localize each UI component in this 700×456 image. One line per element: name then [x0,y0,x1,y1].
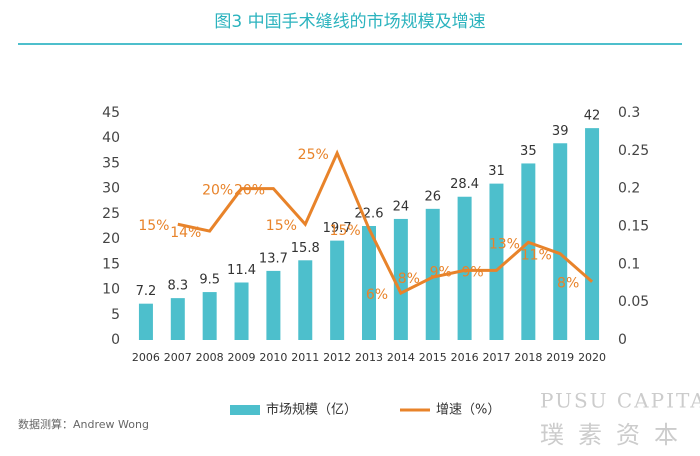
x-tick-label: 2013 [355,351,383,364]
x-tick-label: 2007 [164,351,192,364]
bar-label: 19.7 [323,221,352,236]
y2-tick-label: 0.2 [618,181,640,197]
y-tick-label: 40 [102,130,120,146]
bar [553,143,568,340]
line [177,149,594,296]
legend-swatch [230,405,260,415]
x-tick-label: 2006 [132,351,160,364]
bar [234,282,249,340]
bar-label: 11.4 [227,263,256,278]
bar [489,183,504,340]
y-tick-label: 45 [102,105,120,121]
y-tick-label: 5 [111,307,120,323]
bar-label: 13.7 [259,251,288,266]
line-label: 25% [298,147,329,163]
line-label: 11% [521,248,552,264]
watermark: 璞素资本 [540,421,692,449]
bar-label: 28.4 [450,177,479,192]
line-label: 15% [266,218,297,234]
bar-label: 22.6 [355,206,384,221]
x-tick-label: 2016 [451,351,479,364]
bar [138,303,153,340]
bar [521,163,536,340]
y-tick-label: 35 [102,155,120,171]
bar [202,292,217,340]
legend-label: 市场规模（亿） [266,402,357,418]
bar [298,260,313,340]
y2-tick-label: 0 [618,332,627,348]
y-tick-label: 30 [102,181,120,197]
line-label: 8% [398,271,420,287]
bar-label: 9.5 [199,273,220,288]
x-tick-label: 2008 [196,351,224,364]
bar-label: 24 [393,199,410,214]
bar [393,218,408,340]
bar-label: 42 [584,109,601,124]
bar-label: 39 [552,124,569,139]
bar-label: 8.3 [167,279,188,294]
x-tick-label: 2009 [228,351,256,364]
line-label: 6% [366,287,388,303]
y-tick-label: 15 [102,256,120,272]
bar [457,196,472,340]
bar [425,208,440,340]
bar-label: 35 [520,144,537,159]
chart-title: 图3 中国手术缝线的市场规模及增速 [214,12,485,32]
x-tick-label: 2011 [291,351,319,364]
line-label: 8% [557,276,579,292]
bar [585,128,600,340]
y-tick-label: 25 [102,206,120,222]
legend-label: 增速（%） [436,403,500,418]
y2-tick-label: 0.3 [618,105,640,121]
line-label: 15% [138,218,169,234]
x-tick-label: 2014 [387,351,415,364]
y2-tick-label: 0.25 [618,143,649,159]
x-tick-label: 2020 [578,351,606,364]
bar [266,270,281,340]
y2-tick-label: 0.1 [618,256,640,272]
y2-tick-label: 0.15 [618,219,649,235]
x-tick-label: 2010 [259,351,287,364]
line-label: 15% [330,223,361,239]
source: 数据测算：Andrew Wong [18,417,149,431]
bar [362,225,376,340]
y2-tick-label: 0.05 [618,294,649,310]
y-tick-label: 0 [111,332,120,348]
x-tick-label: 2012 [323,351,351,364]
x-tick-label: 2018 [514,351,542,364]
y-tick-label: 20 [102,231,120,247]
line-label: 13% [489,236,520,252]
line-label: 9% [461,264,483,280]
line-label: 20% [202,183,233,199]
watermark: PUSU CAPITAL [540,389,700,413]
x-tick-label: 2015 [419,351,447,364]
line-label: 20% [234,183,265,199]
bar-label: 15.8 [291,241,320,256]
y-tick-label: 10 [102,282,120,298]
bar [330,240,345,340]
x-tick-label: 2019 [546,351,574,364]
x-tick-label: 2017 [482,351,510,364]
bar-label: 26 [424,189,441,204]
bar-label: 7.2 [136,284,157,299]
bar [170,298,185,340]
bar-label: 31 [488,164,505,179]
